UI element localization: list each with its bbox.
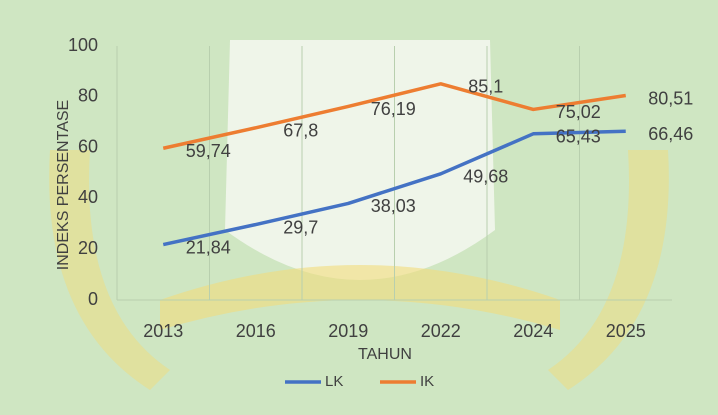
data-label: 59,74 xyxy=(186,141,231,161)
legend-text: LK xyxy=(325,373,343,390)
data-label: 75,02 xyxy=(556,102,601,122)
x-tick-label: 2025 xyxy=(606,321,646,341)
y-tick-label: 100 xyxy=(68,35,98,55)
series-line xyxy=(162,82,627,150)
y-axis-title: INDEKS PERSENTASE xyxy=(55,100,72,270)
y-tick-label: 80 xyxy=(78,86,98,106)
legend-text: IK xyxy=(420,373,434,390)
data-label: 66,46 xyxy=(648,124,693,144)
data-label: 38,03 xyxy=(371,196,416,216)
data-label: 49,68 xyxy=(463,167,508,187)
watermark-left xyxy=(49,150,170,390)
x-tick-label: 2019 xyxy=(328,321,368,341)
x-tick-label: 2024 xyxy=(513,321,553,341)
x-axis-title: TAHUN xyxy=(358,346,412,363)
x-tick-label: 2022 xyxy=(421,321,461,341)
data-label: 21,84 xyxy=(186,237,231,257)
data-label: 29,7 xyxy=(283,217,318,237)
watermark-shield xyxy=(225,40,495,280)
data-label: 67,8 xyxy=(283,121,318,141)
data-label: 76,19 xyxy=(371,99,416,119)
data-label: 80,51 xyxy=(648,88,693,108)
watermark-ribbon xyxy=(160,265,560,330)
series-line xyxy=(162,129,626,247)
watermark-right xyxy=(548,150,669,390)
data-label: 85,1 xyxy=(468,77,503,97)
y-tick-label: 40 xyxy=(78,187,98,207)
data-label: 65,43 xyxy=(556,127,601,147)
y-tick-label: 0 xyxy=(88,289,98,309)
x-tick-label: 2016 xyxy=(236,321,276,341)
y-tick-label: 20 xyxy=(78,238,98,258)
x-tick-label: 2013 xyxy=(143,321,183,341)
y-tick-label: 60 xyxy=(78,136,98,156)
